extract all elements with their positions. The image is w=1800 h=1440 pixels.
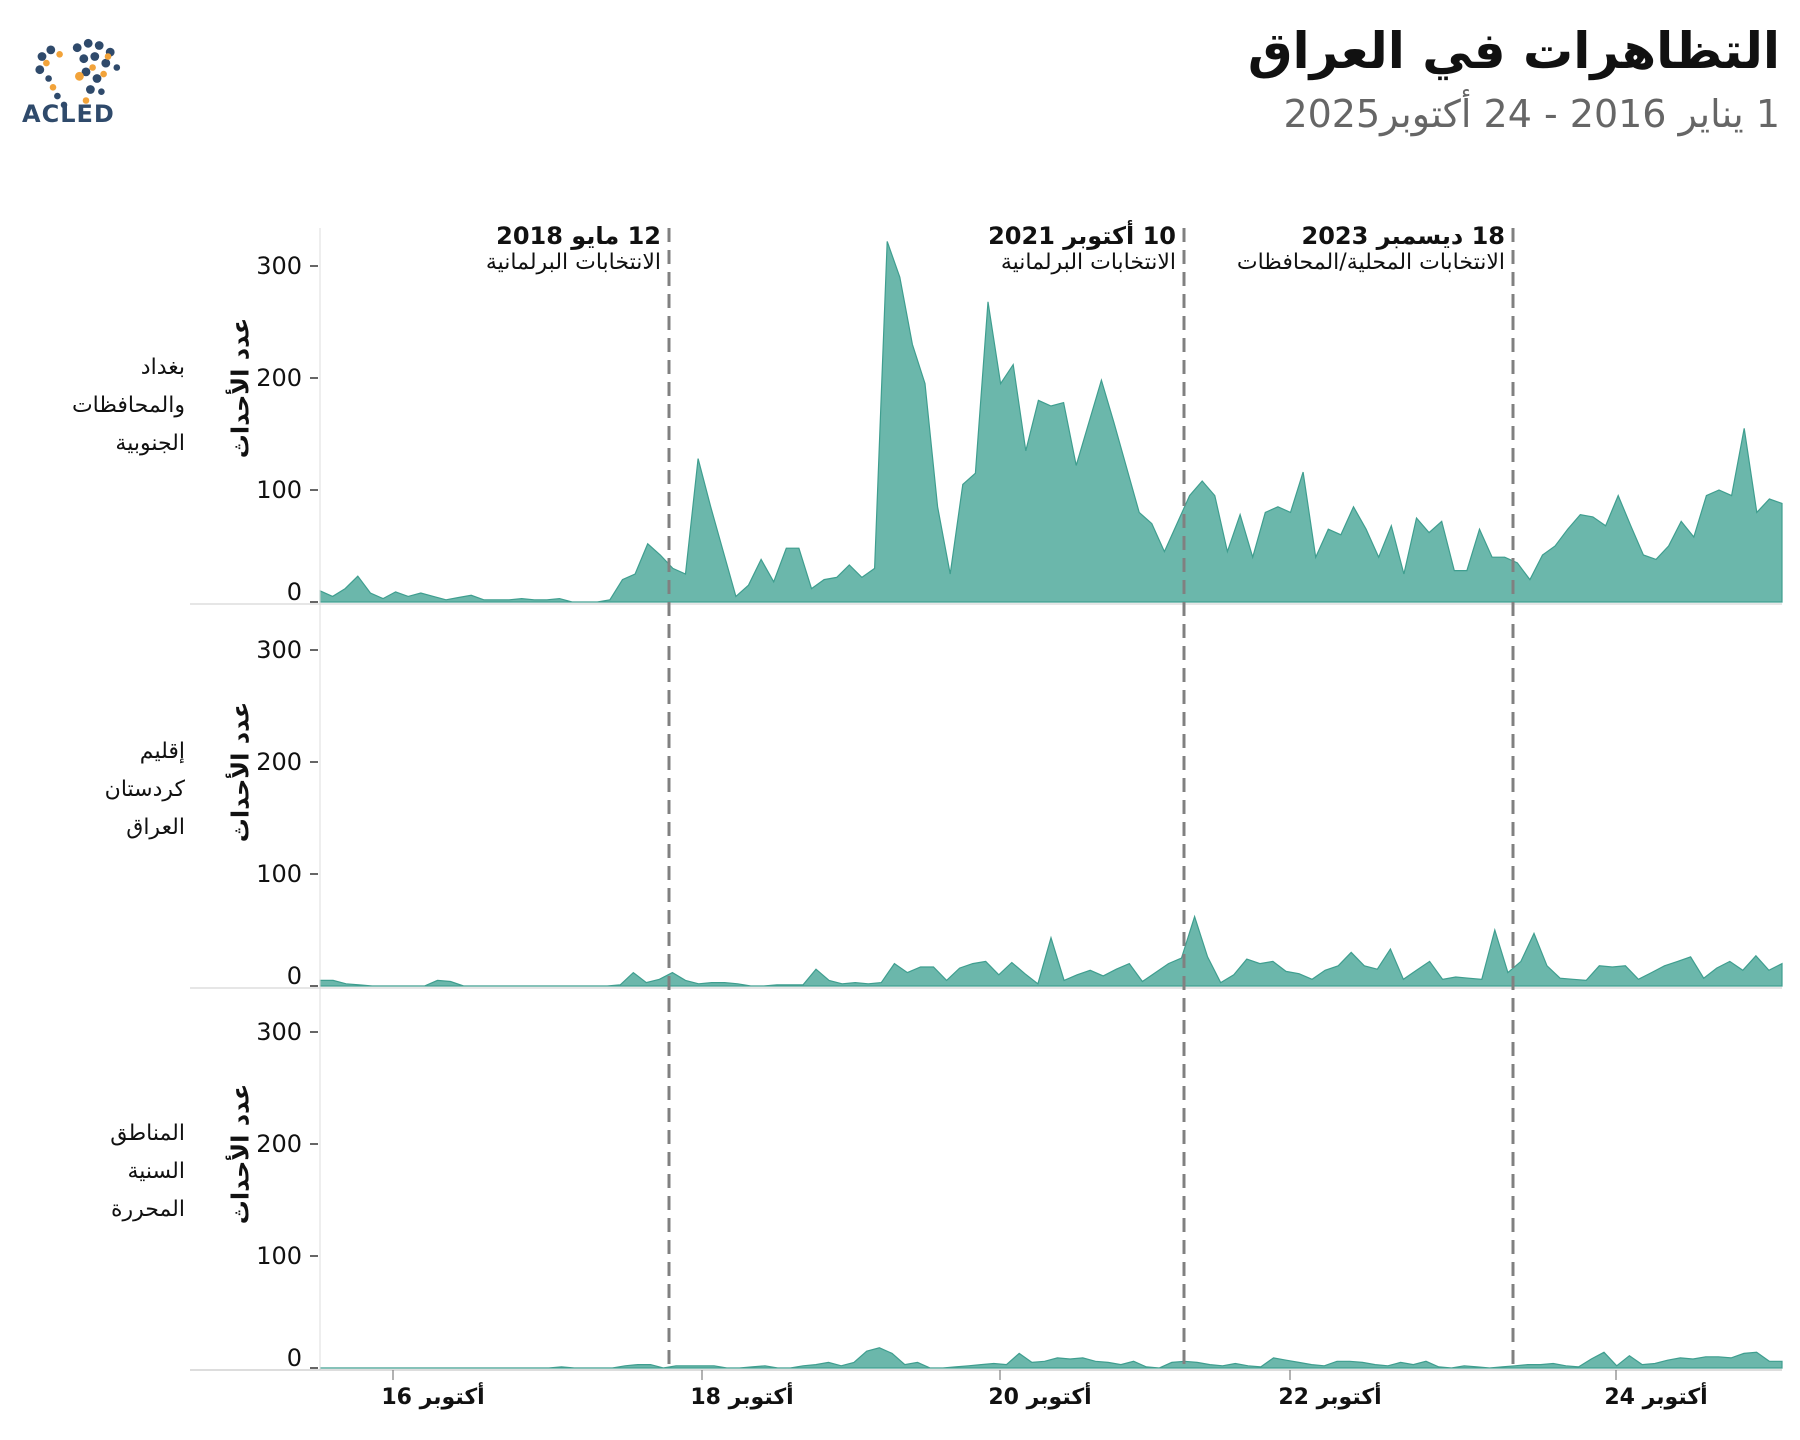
acled-logo-text: ACLED	[22, 100, 115, 128]
chart-subtitle: 1 يناير 2016 - 24 أكتوبر2025	[1283, 92, 1780, 136]
area-series-3	[320, 1347, 1783, 1369]
panel-label-line: العراق	[126, 815, 185, 840]
x-tick-label: أكتوبر 24	[1604, 1385, 1708, 1410]
election-annotation: 18 ديسمبر 2023 الانتخابات المحلية/المحافظ…	[1237, 222, 1505, 275]
area-series-1	[319, 241, 1783, 603]
annotation-date: 12 مايو 2018	[496, 222, 661, 250]
election-annotation: 12 مايو 2018 الانتخابات البرلمانية	[486, 222, 661, 275]
panel-label-line: بغداد	[140, 355, 185, 380]
y-tick-label: 200	[256, 364, 302, 392]
x-tick-label: أكتوبر 16	[381, 1385, 485, 1410]
acled-globe-icon	[35, 38, 121, 109]
annotation-label: الانتخابات البرلمانية	[485, 250, 661, 275]
y-tick-label: 100	[256, 476, 302, 504]
panel-label-line: المناطق	[110, 1121, 185, 1146]
x-tick-label: أكتوبر 18	[690, 1385, 794, 1410]
x-tick-label: أكتوبر 22	[1278, 1385, 1382, 1410]
y-tick-label: 100	[256, 860, 302, 888]
y-axis-title: عدد الأحداث	[226, 317, 255, 459]
panel-label-line: الجنوبية	[115, 431, 185, 456]
y-tick-label: 200	[256, 1130, 302, 1158]
y-axis-title: عدد الأحداث	[226, 701, 255, 843]
x-tick-label: أكتوبر 20	[988, 1385, 1092, 1410]
election-annotation: 10 أكتوبر 2021 الانتخابات البرلمانية	[988, 222, 1176, 275]
annotation-label: الانتخابات المحلية/المحافظات	[1236, 250, 1505, 275]
y-tick-label: 0	[286, 578, 302, 606]
y-tick-label: 0	[286, 1344, 302, 1372]
y-axis-title: عدد الأحداث	[226, 1083, 255, 1225]
panel-label: المناطق السنية المحررة	[110, 1115, 185, 1229]
y-tick-label: 300	[256, 252, 302, 280]
panel-label-line: السنية	[127, 1159, 185, 1184]
y-tick-label: 0	[286, 962, 302, 990]
area-series-2	[319, 914, 1783, 987]
panel-label-line: إقليم	[139, 739, 185, 764]
y-tick-label: 200	[256, 748, 302, 776]
annotation-date: 18 ديسمبر 2023	[1301, 222, 1505, 250]
panel-label: بغداد والمحافظات الجنوبية	[72, 349, 185, 463]
panel-label-line: كردستان	[104, 777, 185, 802]
y-tick-label: 300	[256, 636, 302, 664]
annotation-date: 10 أكتوبر 2021	[988, 222, 1176, 250]
y-tick-label: 100	[256, 1242, 302, 1270]
panel-label-line: والمحافظات	[71, 393, 185, 418]
panel-label-line: المحررة	[110, 1197, 185, 1222]
y-tick-label: 300	[256, 1018, 302, 1046]
annotation-label: الانتخابات البرلمانية	[1000, 250, 1176, 275]
chart-title: التظاهرات في العراق	[1247, 22, 1780, 80]
panel-label: إقليم كردستان العراق	[105, 733, 185, 847]
